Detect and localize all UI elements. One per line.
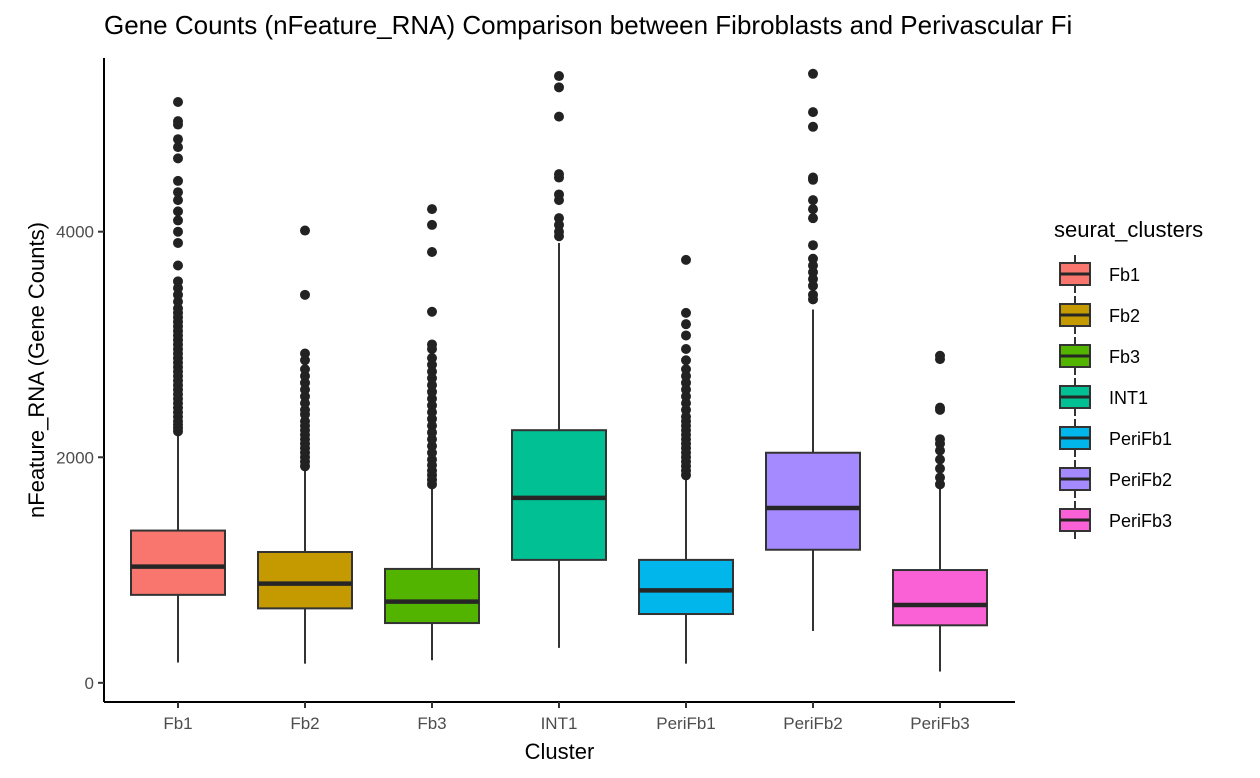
x-tick-label: PeriFb2	[783, 714, 843, 733]
x-tick-label: Fb3	[417, 714, 446, 733]
outlier-point	[554, 213, 564, 224]
outlier-point	[935, 472, 945, 483]
box-perifb3	[892, 350, 988, 672]
outlier-point	[681, 364, 691, 375]
outlier-point	[173, 142, 183, 153]
iqr-box	[638, 558, 734, 616]
outlier-point	[173, 237, 183, 248]
box-fb3	[384, 204, 480, 661]
outlier-point	[427, 353, 437, 364]
outlier-point	[808, 253, 818, 264]
legend-item-fb2: Fb2	[1059, 296, 1140, 334]
legend-label: Fb1	[1109, 265, 1140, 285]
outlier-point	[681, 343, 691, 354]
outlier-point	[173, 215, 183, 226]
outlier-point	[808, 68, 818, 79]
outlier-point	[173, 116, 183, 127]
outlier-point	[935, 454, 945, 465]
outlier-point	[554, 169, 564, 180]
plot-area	[130, 68, 988, 672]
outlier-point	[173, 96, 183, 107]
outlier-point	[173, 134, 183, 145]
iqr-box	[384, 567, 480, 625]
y-tick-label: 2000	[56, 448, 94, 467]
outlier-point	[173, 276, 183, 287]
legend-label: PeriFb1	[1109, 429, 1172, 449]
outlier-point	[427, 246, 437, 257]
legend-item-perifb1: PeriFb1	[1059, 419, 1172, 457]
outlier-point	[300, 225, 310, 236]
legend-item-fb1: Fb1	[1059, 255, 1140, 293]
outlier-point	[808, 172, 818, 183]
outlier-point	[300, 289, 310, 300]
legend-label: PeriFb2	[1109, 470, 1172, 490]
y-tick-label: 0	[85, 674, 94, 693]
axes: 0 2000 4000 Fb1 Fb2 Fb3 INT1 PeriFb1 PeriFb2 Peri…	[24, 58, 1015, 764]
iqr-box	[892, 569, 988, 627]
iqr-box	[511, 429, 607, 561]
legend-item-int1: INT1	[1059, 378, 1148, 416]
x-tick-label: INT1	[541, 714, 578, 733]
outlier-point	[681, 330, 691, 341]
x-axis-title: Cluster	[525, 739, 595, 764]
outlier-point	[554, 189, 564, 200]
outlier-point	[808, 289, 818, 300]
outlier-point	[935, 463, 945, 474]
legend-title: seurat_clusters	[1054, 217, 1203, 242]
box-fb1	[130, 96, 226, 663]
outlier-point	[935, 402, 945, 413]
outlier-point	[681, 355, 691, 366]
legend-label: Fb2	[1109, 306, 1140, 326]
legend-item-fb3: Fb3	[1059, 337, 1140, 375]
outlier-point	[554, 82, 564, 93]
outlier-point	[427, 306, 437, 317]
iqr-box	[765, 451, 861, 551]
outlier-point	[173, 195, 183, 206]
outlier-point	[554, 111, 564, 122]
outlier-point	[808, 195, 818, 206]
legend-item-perifb3: PeriFb3	[1059, 501, 1172, 539]
outlier-point	[427, 339, 437, 350]
outlier-point	[681, 254, 691, 265]
y-tick-label: 4000	[56, 223, 94, 242]
outlier-point	[935, 350, 945, 361]
box-perifb1	[638, 254, 734, 664]
outlier-point	[173, 153, 183, 164]
outlier-point	[554, 71, 564, 82]
legend-label: INT1	[1109, 388, 1148, 408]
outlier-point	[808, 107, 818, 118]
outlier-point	[300, 364, 310, 375]
outlier-point	[808, 213, 818, 224]
outlier-point	[173, 175, 183, 186]
outlier-point	[808, 240, 818, 251]
iqr-box	[257, 550, 353, 610]
legend-label: PeriFb3	[1109, 511, 1172, 531]
outlier-point	[681, 319, 691, 330]
chart-title: Gene Counts (nFeature_RNA) Comparison be…	[104, 10, 1073, 40]
outlier-point	[173, 226, 183, 237]
y-axis-title: nFeature_RNA (Gene Counts)	[24, 222, 49, 518]
box-int1	[511, 71, 607, 648]
x-tick-label: Fb2	[290, 714, 319, 733]
outlier-point	[935, 434, 945, 445]
outlier-point	[427, 204, 437, 215]
iqr-box	[130, 529, 226, 596]
legend-item-perifb2: PeriFb2	[1059, 460, 1172, 498]
outlier-point	[300, 348, 310, 359]
x-tick-label: PeriFb1	[656, 714, 716, 733]
legend-label: Fb3	[1109, 347, 1140, 367]
outlier-point	[808, 121, 818, 132]
outlier-point	[173, 260, 183, 271]
outlier-point	[427, 219, 437, 230]
box-perifb2	[765, 68, 861, 631]
outlier-point	[173, 206, 183, 217]
outlier-point	[808, 204, 818, 215]
outlier-point	[173, 187, 183, 198]
box-fb2	[257, 225, 353, 664]
legend: seurat_clusters Fb1 Fb2 Fb3 INT1 PeriFb1 PeriF…	[1054, 217, 1203, 539]
x-tick-label: Fb1	[163, 714, 192, 733]
x-tick-label: PeriFb3	[910, 714, 970, 733]
outlier-point	[681, 307, 691, 318]
